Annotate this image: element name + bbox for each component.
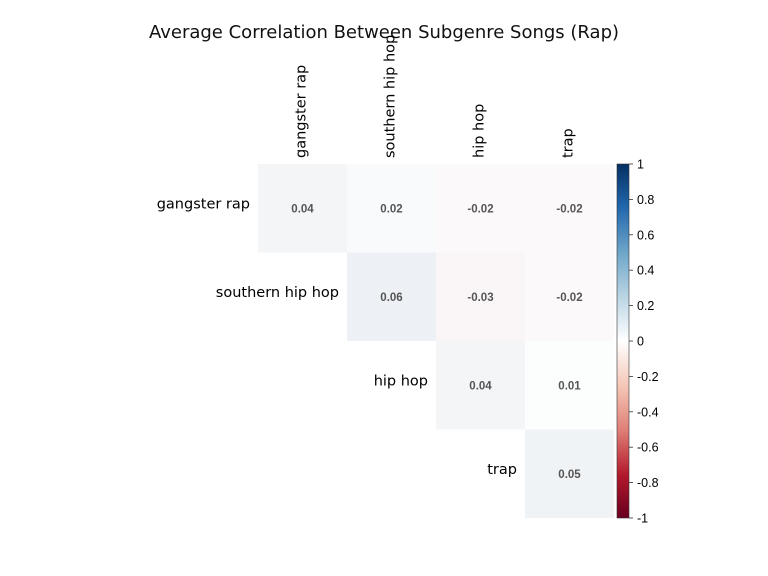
heatmap-cell (525, 341, 614, 430)
legend-tick-label: -1 (637, 512, 648, 526)
heatmap-cell (436, 341, 525, 430)
cell-value-label: 0.04 (469, 380, 492, 392)
column-label: southern hip hop (383, 35, 399, 158)
column-label: trap (561, 128, 577, 158)
heatmap-cell (436, 252, 525, 341)
legend-tick-label: -0.8 (637, 476, 659, 490)
cell-value-label: -0.02 (556, 203, 582, 215)
row-label: gangster rap (157, 196, 250, 212)
row-label: southern hip hop (216, 285, 339, 301)
column-label: gangster rap (294, 65, 310, 158)
row-labels: gangster rap southern hip hop hip hop trap (157, 196, 517, 478)
legend-tick-label: 0.6 (637, 228, 654, 242)
chart-title: Average Correlation Between Subgenre Son… (149, 22, 619, 43)
heatmap-cells: 0.04 0.02 -0.02 -0.02 0.06 -0.03 -0.02 0.04 0.01… (258, 164, 614, 518)
heatmap-cell (436, 164, 525, 253)
cell-value-label: -0.03 (467, 292, 493, 304)
row-label: trap (487, 462, 517, 478)
legend-ticks: 1 0.8 0.6 0.4 0.2 0 -0.2 -0.4 -0.6 -0.8 -1 (629, 158, 659, 526)
legend-tick-label: 0 (637, 335, 644, 349)
heatmap-cell (347, 252, 436, 341)
cell-value-label: 0.04 (291, 203, 314, 215)
heatmap-cell (347, 164, 436, 253)
column-labels: gangster rap southern hip hop hip hop trap (294, 35, 577, 158)
heatmap-cell (258, 164, 347, 253)
cell-value-label: 0.01 (558, 380, 581, 392)
heatmap-cell (525, 252, 614, 341)
row-label: hip hop (374, 373, 428, 389)
cell-value-label: 0.06 (380, 292, 402, 304)
color-legend: 1 0.8 0.6 0.4 0.2 0 -0.2 -0.4 -0.6 -0.8 -1 (616, 158, 659, 526)
legend-tick-label: 1 (637, 158, 644, 172)
cell-value-label: -0.02 (556, 292, 582, 304)
cell-value-label: -0.02 (467, 203, 493, 215)
legend-tick-label: -0.4 (637, 405, 659, 419)
legend-color-bar (616, 163, 630, 519)
heatmap-cell (525, 164, 614, 253)
legend-tick-label: -0.2 (637, 370, 659, 384)
column-label: hip hop (472, 104, 488, 158)
heatmap-cell (525, 429, 614, 518)
legend-tick-label: 0.2 (637, 299, 654, 313)
legend-tick-label: 0.4 (637, 264, 654, 278)
legend-tick-label: -0.6 (637, 441, 659, 455)
cell-value-label: 0.02 (380, 203, 402, 215)
legend-tick-label: 0.8 (637, 193, 654, 207)
cell-value-label: 0.05 (558, 469, 581, 481)
